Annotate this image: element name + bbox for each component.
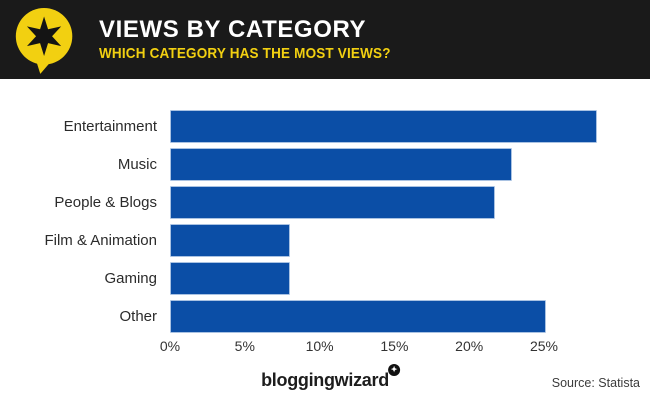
bar [170, 148, 512, 181]
bar-track [170, 148, 597, 181]
header-text: VIEWS BY CATEGORY WHICH CATEGORY HAS THE… [99, 17, 423, 62]
category-label: Gaming [104, 270, 157, 287]
bar-track [170, 224, 597, 257]
category-label: Entertainment [63, 118, 157, 135]
bar-row: Other [0, 300, 597, 333]
category-label: People & Blogs [54, 194, 157, 211]
star-badge-icon: ✦ [387, 364, 400, 376]
source-credit: Source: Statista [551, 376, 640, 390]
bar [170, 224, 290, 257]
x-tick-label: 15% [380, 338, 409, 354]
bar-row: Entertainment [0, 110, 597, 143]
x-tick-label: 20% [455, 338, 484, 354]
bar [170, 186, 495, 219]
page-subtitle: WHICH CATEGORY HAS THE MOST VIEWS? [99, 45, 391, 63]
bar-track [170, 300, 597, 333]
page-title: VIEWS BY CATEGORY [99, 15, 367, 43]
x-tick-label: 5% [234, 338, 255, 354]
header: VIEWS BY CATEGORY WHICH CATEGORY HAS THE… [0, 0, 650, 79]
bar [170, 262, 290, 295]
category-label: Film & Animation [44, 232, 157, 249]
bar-chart: Entertainment Music People & Blogs Film & A… [0, 110, 650, 358]
bar-track [170, 186, 597, 219]
footer: bloggingwizard ✦ Source: Statista [0, 364, 650, 400]
brand-wordmark: bloggingwizard ✦ [261, 364, 400, 391]
bar-rows: Entertainment Music People & Blogs Film & A… [0, 110, 597, 333]
bar [170, 110, 597, 143]
x-tick-label: 25% [529, 338, 559, 354]
bar-track [170, 262, 597, 295]
x-tick-label: 0% [159, 338, 181, 354]
bar-row: Film & Animation [0, 224, 597, 257]
x-tick-label: 10% [305, 338, 334, 354]
category-label: Music [117, 156, 157, 173]
bar-track [170, 110, 597, 143]
bar-row: Gaming [0, 262, 597, 295]
category-label: Other [119, 308, 157, 325]
speech-bubble-star-icon [15, 7, 73, 74]
x-axis: 0% 5% 10% 15% 20% 25% [160, 338, 558, 358]
bar-row: Music [0, 148, 597, 181]
bar [170, 300, 546, 333]
brand-label: bloggingwizard [261, 370, 389, 390]
bar-row: People & Blogs [0, 186, 597, 219]
